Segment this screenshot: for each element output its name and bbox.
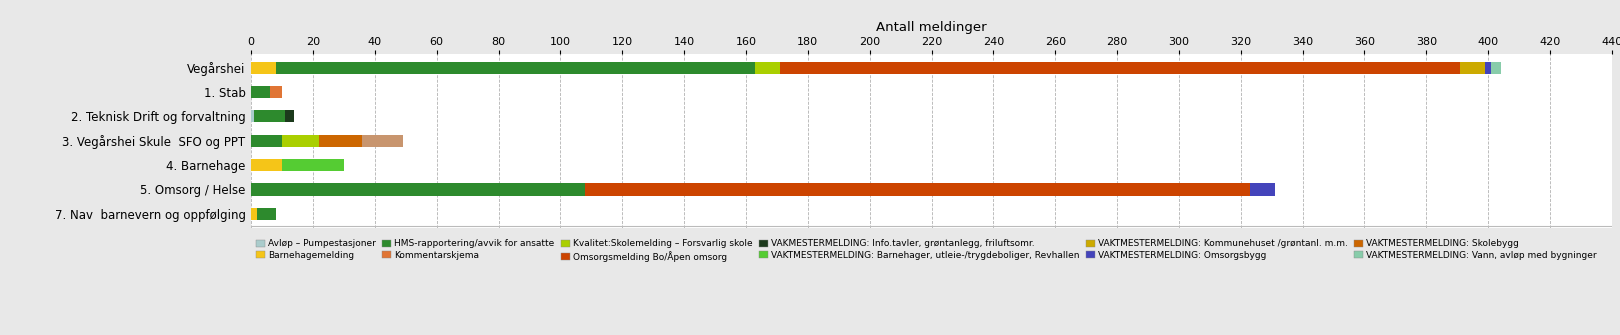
Legend: Avløp – Pumpestasjoner, Barnehagemelding, HMS-rapportering/avvik for ansatte, Ko: Avløp – Pumpestasjoner, Barnehagemelding… bbox=[256, 239, 1597, 262]
Bar bbox=[585, 183, 1251, 196]
Bar bbox=[1251, 183, 1275, 196]
Bar bbox=[282, 159, 343, 171]
Bar bbox=[258, 208, 275, 220]
Bar bbox=[251, 110, 254, 122]
Bar bbox=[1492, 62, 1500, 74]
Bar bbox=[254, 110, 285, 122]
Bar bbox=[269, 86, 282, 98]
Bar bbox=[755, 62, 779, 74]
Bar bbox=[251, 208, 258, 220]
Bar bbox=[251, 62, 275, 74]
Bar bbox=[251, 159, 282, 171]
Bar bbox=[275, 62, 755, 74]
Bar bbox=[779, 62, 1460, 74]
Bar bbox=[319, 135, 363, 147]
X-axis label: Antall meldinger: Antall meldinger bbox=[876, 21, 987, 34]
Bar bbox=[363, 135, 403, 147]
Bar bbox=[1486, 62, 1492, 74]
Bar bbox=[285, 110, 295, 122]
Bar bbox=[251, 86, 269, 98]
Bar bbox=[282, 135, 319, 147]
Bar bbox=[251, 183, 585, 196]
Bar bbox=[1460, 62, 1486, 74]
Bar bbox=[251, 135, 282, 147]
